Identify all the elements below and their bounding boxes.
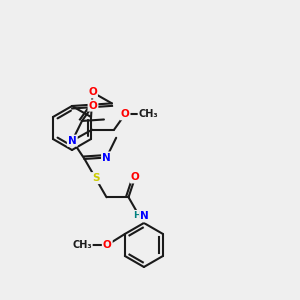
Text: O: O bbox=[131, 172, 140, 182]
Text: CH₃: CH₃ bbox=[139, 109, 158, 119]
Text: O: O bbox=[88, 87, 97, 98]
Text: O: O bbox=[88, 100, 98, 110]
Text: O: O bbox=[103, 240, 112, 250]
Text: CH₃: CH₃ bbox=[72, 240, 92, 250]
Text: O: O bbox=[121, 109, 130, 119]
Text: S: S bbox=[92, 173, 99, 183]
Text: H: H bbox=[133, 211, 140, 220]
Text: N: N bbox=[102, 152, 111, 163]
Text: N: N bbox=[140, 212, 149, 221]
Text: N: N bbox=[68, 136, 77, 146]
